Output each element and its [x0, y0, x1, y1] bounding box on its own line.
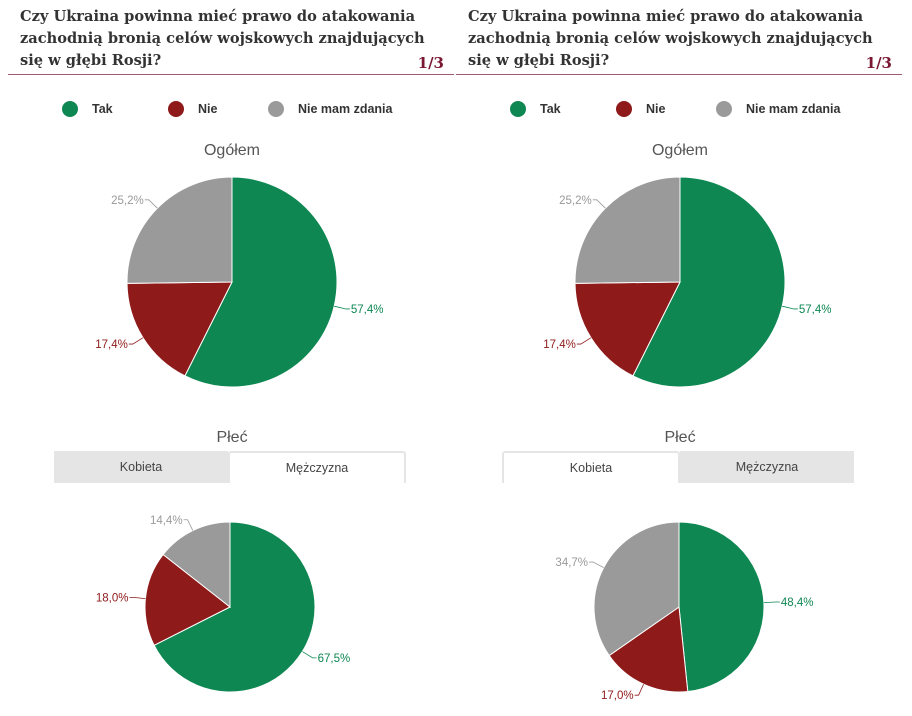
pie-chart-gender: 48,4% 17,0% 34,7%: [555, 521, 814, 702]
pie-slice-brak: [126, 176, 233, 284]
data-label-brak: 14,4%: [150, 515, 183, 527]
tab-kobieta[interactable]: Kobieta: [54, 451, 228, 483]
data-label-tak: 48,4%: [781, 597, 814, 609]
data-label-brak: 34,7%: [555, 557, 588, 569]
pie-slice-brak: [162, 521, 231, 609]
pie-slice-tak: [184, 176, 338, 388]
data-label-nie: 18,0%: [96, 592, 129, 604]
pie-slice-nie: [574, 281, 681, 377]
legend-item-nie: Nie: [616, 101, 665, 117]
pie-slice-brak: [593, 521, 680, 657]
label-leader-line: [589, 561, 604, 568]
red-dot-icon: [616, 101, 632, 117]
legend-item-brak: Nie mam zdania: [716, 101, 840, 117]
tab-mezczyzna[interactable]: Mężczyzna: [228, 451, 406, 483]
green-dot-icon: [62, 101, 78, 117]
green-dot-icon: [510, 101, 526, 117]
label-leader-line: [129, 597, 146, 599]
red-dot-icon: [168, 101, 184, 117]
pie-slice-nie: [126, 281, 233, 377]
legend-label: Nie mam zdania: [298, 102, 393, 116]
label-leader-line: [763, 601, 780, 603]
question-title: Czy Ukraina powinna mieć prawo do atakow…: [468, 8, 873, 69]
pie-slice-tak: [678, 521, 765, 693]
label-leader-line: [144, 199, 158, 209]
label-leader-line: [592, 199, 606, 209]
overall-chart-title: Ogółem: [651, 142, 709, 159]
legend-item-brak: Nie mam zdania: [268, 101, 392, 117]
legend-item-tak: Tak: [62, 101, 113, 117]
gender-tabs: Kobieta Mężczyzna: [54, 451, 406, 483]
label-leader-line: [302, 651, 317, 659]
tab-mezczyzna[interactable]: Mężczyzna: [680, 451, 854, 483]
legend-label: Tak: [92, 102, 113, 116]
survey-panel-left: Czy Ukraina powinna mieć prawo do atakow…: [8, 0, 456, 716]
label-leader-line: [128, 337, 144, 345]
question-title: Czy Ukraina powinna mieć prawo do atakow…: [20, 8, 425, 69]
gender-tabs: Kobieta Mężczyzna: [502, 451, 854, 483]
data-label-nie: 17,4%: [95, 339, 128, 351]
page-indicator: 1/3: [417, 54, 444, 72]
legend-label: Tak: [540, 102, 561, 116]
legend-label: Nie: [198, 102, 218, 116]
data-label-tak: 57,4%: [351, 304, 384, 316]
gray-dot-icon: [268, 101, 284, 117]
pie-chart-overall: 57,4% 17,4% 25,2%: [543, 176, 832, 388]
pie-slice-brak: [574, 176, 681, 284]
legend: Tak Nie Nie mam zdania: [8, 101, 456, 123]
data-label-tak: 67,5%: [318, 653, 351, 665]
legend-label: Nie mam zdania: [746, 102, 841, 116]
pie-slice-tak: [153, 521, 316, 693]
divider: [8, 74, 454, 75]
pie-slice-tak: [632, 176, 786, 388]
pie-slice-nie: [144, 553, 231, 646]
label-leader-line: [183, 519, 194, 531]
tab-kobieta[interactable]: Kobieta: [502, 451, 680, 483]
data-label-tak: 57,4%: [799, 304, 832, 316]
pie-chart-gender: 67,5% 18,0% 14,4%: [96, 515, 351, 693]
legend-label: Nie: [646, 102, 666, 116]
legend: Tak Nie Nie mam zdania: [456, 101, 904, 123]
label-leader-line: [576, 337, 592, 345]
page-indicator: 1/3: [865, 54, 892, 72]
gender-section-title: Płeć: [216, 429, 248, 446]
label-leader-line: [334, 305, 350, 310]
data-label-brak: 25,2%: [111, 195, 144, 207]
gender-section-title: Płeć: [664, 429, 696, 446]
data-label-brak: 25,2%: [559, 195, 592, 207]
legend-item-tak: Tak: [510, 101, 561, 117]
survey-panel-right: Czy Ukraina powinna mieć prawo do atakow…: [456, 0, 904, 716]
legend-item-nie: Nie: [168, 101, 217, 117]
divider: [456, 74, 902, 75]
pie-chart-overall: 57,4% 17,4% 25,2%: [95, 176, 384, 388]
data-label-nie: 17,4%: [543, 339, 576, 351]
overall-chart-title: Ogółem: [203, 142, 261, 159]
data-label-nie: 17,0%: [601, 690, 634, 702]
label-leader-line: [634, 684, 644, 696]
label-leader-line: [782, 305, 798, 310]
gray-dot-icon: [716, 101, 732, 117]
